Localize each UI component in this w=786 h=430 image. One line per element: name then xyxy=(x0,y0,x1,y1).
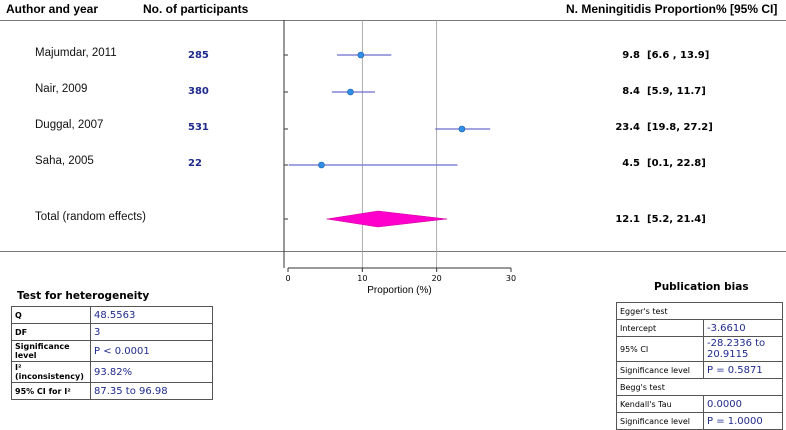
ci-label: [19.8, 27.2] xyxy=(647,122,713,133)
table-row: Significance level P < 0.0001 xyxy=(11,340,213,362)
row-value: 48.5563 xyxy=(90,306,213,324)
row-value: 93.82% xyxy=(90,361,213,383)
heterogeneity-table: Q 48.5563 DF 3 Significance level P < 0.000… xyxy=(11,306,213,400)
estimate-label: 4.5 xyxy=(622,158,640,169)
top-rule xyxy=(0,20,786,21)
study-name: Majumdar, 2011 xyxy=(35,47,117,59)
table-row: DF 3 xyxy=(11,323,213,341)
begg-heading: Begg's test xyxy=(616,378,783,396)
table-row: Egger's test xyxy=(616,302,783,320)
study-name: Nair, 2009 xyxy=(35,83,88,95)
table-row: Significance level P = 0.5871 xyxy=(616,361,783,379)
table-row: Intercept -3.6610 xyxy=(616,319,783,337)
header-participants: No. of participants xyxy=(143,2,249,16)
row-value: -3.6610 xyxy=(703,319,783,337)
header-author-year: Author and year xyxy=(6,2,99,16)
participants-count: 531 xyxy=(188,122,209,133)
pooled-diamond xyxy=(326,210,448,228)
row-value: -28.2336 to 20.9115 xyxy=(703,336,783,362)
publication-bias-table: Egger's test Intercept -3.6610 95% CI -28.… xyxy=(616,302,783,430)
x-tick-label: 0 xyxy=(285,274,290,283)
table-row: Begg's test xyxy=(616,378,783,396)
ci-label: [5.9, 11.7] xyxy=(647,86,706,97)
row-value: P = 0.5871 xyxy=(703,361,783,379)
row-label: Significance level xyxy=(11,340,91,362)
pooled-estimate-label: 12.1 xyxy=(615,214,640,225)
row-label: Kendall's Tau xyxy=(616,395,704,413)
study-name: Duggal, 2007 xyxy=(35,119,104,131)
estimate-point xyxy=(347,88,354,96)
row-value: 3 xyxy=(90,323,213,341)
study-name: Saha, 2005 xyxy=(35,155,94,167)
table-row: 95% CI for I² 87.35 to 96.98 xyxy=(11,382,213,400)
row-label: I² (inconsistency) xyxy=(11,361,91,383)
publication-bias-title: Publication bias xyxy=(654,281,749,293)
pooled-name: Total (random effects) xyxy=(35,211,147,223)
row-value: P < 0.0001 xyxy=(90,340,213,362)
table-row: I² (inconsistency) 93.82% xyxy=(11,361,213,383)
participants-count: 380 xyxy=(188,86,209,97)
forest-plot: 0 10 20 30 Proportion (%) xyxy=(283,20,516,296)
x-tick-label: 10 xyxy=(357,274,367,283)
estimate-point xyxy=(458,125,466,133)
ci-label: [6.6 , 13.9] xyxy=(647,50,710,61)
estimate-point xyxy=(318,161,325,169)
row-value: 0.0000 xyxy=(703,395,783,413)
x-tick-label: 20 xyxy=(432,274,442,283)
estimate-label: 9.8 xyxy=(622,50,640,61)
row-label: Significance level xyxy=(616,412,704,430)
egger-heading: Egger's test xyxy=(616,302,783,320)
participants-count: 22 xyxy=(188,158,202,169)
row-value: P = 1.0000 xyxy=(703,412,783,430)
table-row: 95% CI -28.2336 to 20.9115 xyxy=(616,336,783,362)
table-row: Kendall's Tau 0.0000 xyxy=(616,395,783,413)
row-label: Q xyxy=(11,306,91,324)
estimate-label: 23.4 xyxy=(615,122,640,133)
heterogeneity-title: Test for heterogeneity xyxy=(17,290,150,302)
participants-count: 285 xyxy=(188,50,209,61)
table-row: Significance level P = 1.0000 xyxy=(616,412,783,430)
bottom-rule xyxy=(0,251,786,252)
row-label: DF xyxy=(11,323,91,341)
x-axis-label: Proportion (%) xyxy=(367,285,431,296)
header-proportion: N. Meningitidis Proportion% [95% CI] xyxy=(566,2,778,16)
row-label: Significance level xyxy=(616,361,704,379)
table-row: Q 48.5563 xyxy=(11,306,213,324)
row-label: Intercept xyxy=(616,319,704,337)
x-tick-label: 30 xyxy=(506,274,516,283)
estimate-label: 8.4 xyxy=(622,86,640,97)
estimate-point xyxy=(357,51,365,59)
row-label: 95% CI xyxy=(616,336,704,362)
ci-label: [0.1, 22.8] xyxy=(647,158,706,169)
pooled-ci-label: [5.2, 21.4] xyxy=(647,214,706,225)
row-value: 87.35 to 96.98 xyxy=(90,382,213,400)
row-label: 95% CI for I² xyxy=(11,382,91,400)
